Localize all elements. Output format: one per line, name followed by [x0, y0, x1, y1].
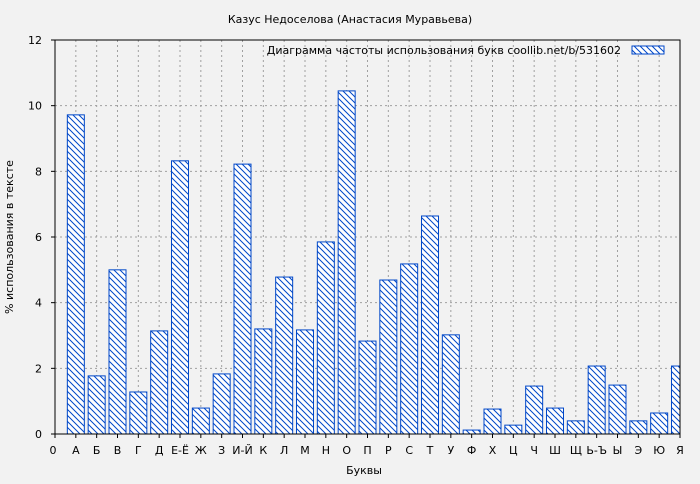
bar-О: [337, 90, 356, 435]
y-axis-label: % использования в тексте: [3, 160, 16, 314]
x-tick-label: Л: [280, 444, 288, 457]
x-tick-label: У: [447, 444, 454, 457]
bar-Т: [421, 215, 439, 435]
x-tick-label: Г: [135, 444, 142, 457]
bar-Ы: [608, 384, 627, 435]
bar-Р: [379, 279, 398, 435]
x-tick-label: Ы: [613, 444, 623, 457]
y-tick-label: 10: [28, 100, 42, 113]
y-tick-label: 8: [35, 165, 42, 178]
x-tick-label: Д: [155, 444, 164, 457]
bar-Е-Ё: [171, 160, 189, 435]
x-tick-label: П: [363, 444, 371, 457]
bar-Щ: [566, 420, 585, 435]
bar-П: [358, 340, 377, 435]
y-tick-label: 0: [35, 428, 42, 441]
x-tick-label: 0: [50, 444, 57, 457]
x-tick-label: Б: [93, 444, 101, 457]
y-tick-label: 4: [35, 297, 42, 310]
x-tick-label: Э: [634, 444, 642, 457]
bar-К: [254, 328, 273, 435]
bar-С: [400, 263, 419, 435]
bar-Б: [87, 375, 106, 435]
x-tick-label: А: [72, 444, 80, 457]
y-tick-label: 2: [35, 362, 42, 375]
legend-label: Диаграмма частоты использования букв coo…: [267, 44, 621, 57]
bar-В: [108, 269, 127, 435]
x-tick-label: Т: [426, 444, 434, 457]
y-tick-label: 6: [35, 231, 42, 244]
x-tick-label: Х: [489, 444, 497, 457]
bar-Э: [629, 420, 648, 435]
bar-А: [66, 114, 85, 435]
x-tick-label: Н: [322, 444, 330, 457]
y-tick-label: 12: [28, 34, 42, 47]
x-tick-label: Ь-Ъ: [586, 444, 607, 457]
bar-Ц: [504, 424, 523, 435]
x-tick-label: Щ: [570, 444, 582, 457]
bar-Я: [671, 365, 681, 435]
bar-Ф: [462, 429, 481, 435]
bar-Ш: [546, 407, 564, 435]
x-tick-label: Ш: [549, 444, 561, 457]
chart-title: Казус Недоселова (Анастасия Муравьева): [228, 13, 472, 26]
x-tick-label: З: [218, 444, 225, 457]
bar-Д: [150, 330, 169, 435]
x-tick-label: Я: [676, 444, 684, 457]
bar-З: [212, 373, 231, 435]
x-axis-label: Буквы: [346, 464, 382, 477]
bar-Ж: [191, 407, 210, 435]
bar-Н: [316, 241, 335, 435]
x-tick-label: М: [300, 444, 310, 457]
x-tick-label: О: [342, 444, 351, 457]
x-tick-label: Е-Ё: [171, 444, 189, 457]
x-tick-label: К: [259, 444, 267, 457]
legend: Диаграмма частоты использования букв coo…: [267, 44, 665, 57]
bar-У: [441, 334, 460, 435]
bar-Х: [483, 408, 502, 435]
x-tick-label: С: [405, 444, 413, 457]
x-tick-label: Ж: [195, 444, 207, 457]
bar-Л: [275, 276, 294, 435]
x-tick-label: Р: [385, 444, 392, 457]
x-tick-label: Ю: [653, 444, 665, 457]
bar-Ь-Ъ: [587, 365, 606, 435]
bar-И-Й: [233, 163, 252, 435]
bar-М: [296, 329, 314, 435]
bar-Г: [129, 391, 148, 435]
x-tick-label: В: [114, 444, 122, 457]
x-tick-label: Ф: [467, 444, 476, 457]
x-tick-label: И-Й: [232, 444, 252, 457]
x-tick-label: Ч: [530, 444, 538, 457]
x-tick-label: Ц: [509, 444, 518, 457]
legend-swatch: [631, 45, 665, 55]
bar-Ч: [525, 385, 544, 435]
bar-Ю: [650, 412, 669, 435]
